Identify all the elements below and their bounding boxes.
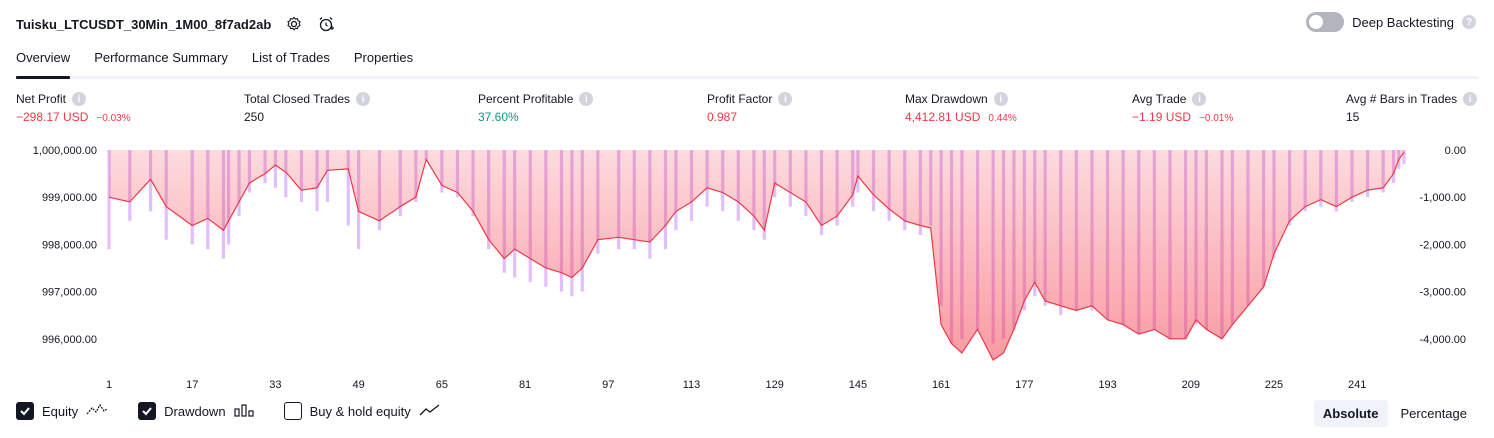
drawdown-bar xyxy=(325,150,330,202)
info-icon[interactable]: i xyxy=(778,92,793,106)
metric-label: Profit Factor xyxy=(707,92,773,106)
metric-total-closed-trades: Total Closed Trades i 250 xyxy=(244,92,371,124)
drawdown-bar xyxy=(346,150,350,226)
x-axis-tick: 209 xyxy=(1182,379,1200,391)
metric-value: −298.17 USD xyxy=(16,110,89,124)
metric-value: 4,412.81 USD xyxy=(905,110,981,124)
info-icon[interactable]: i xyxy=(72,92,87,106)
drawdown-bar xyxy=(1402,150,1406,165)
absolute-button[interactable]: Absolute xyxy=(1313,400,1388,427)
x-axis-tick: 241 xyxy=(1348,379,1366,391)
info-icon[interactable]: i xyxy=(356,92,371,106)
help-icon[interactable]: ? xyxy=(1462,15,1476,29)
drawdown-bar xyxy=(273,150,278,188)
info-icon[interactable]: i xyxy=(1463,92,1478,106)
metric-label: Percent Profitable xyxy=(478,92,574,106)
x-axis-tick: 193 xyxy=(1098,379,1116,391)
info-icon[interactable]: i xyxy=(1192,92,1207,106)
legend-equity-label: Equity xyxy=(42,403,79,419)
left-axis-tick: 998,000.00 xyxy=(42,239,97,251)
right-axis-tick: -4,000.00 xyxy=(1420,334,1466,346)
x-axis-tick: 177 xyxy=(1015,379,1033,391)
drawdown-bars-icon xyxy=(233,403,254,420)
left-axis-tick: 999,000.00 xyxy=(42,192,97,204)
x-axis-tick: 1 xyxy=(106,379,112,391)
right-axis-tick: 0.00 xyxy=(1445,145,1466,157)
legend-buy-hold[interactable]: Buy & hold equity xyxy=(283,402,441,420)
left-axis-tick: 997,000.00 xyxy=(42,287,97,299)
metric-profit-factor: Profit Factor i 0.987 xyxy=(707,92,793,124)
metric-label: Avg # Bars in Trades xyxy=(1346,92,1458,106)
metric-label: Net Profit xyxy=(16,92,67,106)
legend-buy-hold-label: Buy & hold equity xyxy=(309,403,411,419)
x-axis-tick: 225 xyxy=(1265,379,1283,391)
drawdown-bar xyxy=(284,150,288,198)
info-icon[interactable]: i xyxy=(579,92,594,106)
metrics-row: Net Profit i −298.17 USD −0.03% Total Clos… xyxy=(0,92,1494,132)
metric-max-drawdown: Max Drawdown i 4,412.81 USD 0.44% xyxy=(905,92,1017,124)
x-axis-tick: 97 xyxy=(602,379,614,391)
metric-value: −1.19 USD xyxy=(1132,110,1192,124)
equity-line xyxy=(108,152,1405,361)
drawdown-checkbox[interactable] xyxy=(138,402,157,420)
tab-properties[interactable]: Properties xyxy=(353,50,414,65)
x-axis-tick: 17 xyxy=(186,379,198,391)
right-axis-tick: -3,000.00 xyxy=(1420,287,1466,299)
metric-sub-value: −0.01% xyxy=(1199,113,1234,124)
metric-label: Max Drawdown xyxy=(905,92,988,106)
legend-drawdown-label: Drawdown xyxy=(164,403,226,419)
tab-performance-summary[interactable]: Performance Summary xyxy=(94,50,228,65)
equity-checkbox[interactable] xyxy=(16,402,34,420)
metric-sub-value: −0.03% xyxy=(96,113,131,124)
view-mode-switch: Absolute Percentage xyxy=(1313,400,1476,427)
buy-hold-line-icon xyxy=(419,403,441,420)
legend-drawdown[interactable]: Drawdown xyxy=(138,402,254,420)
chart-legend: Equity Drawdown Buy & hold equity xyxy=(16,402,441,420)
metric-label: Total Closed Trades xyxy=(244,92,351,106)
equity-chart-svg: 1,000,000.00 999,000.00 998,000.00 997,000.… xyxy=(33,145,1466,391)
percentage-button[interactable]: Percentage xyxy=(1400,406,1468,421)
strategy-title: Tuisku_LTCUSDT_30Min_1M00_8f7ad2ab xyxy=(16,16,272,32)
metric-avg-bars-in-trades: Avg # Bars in Trades i 15 xyxy=(1346,92,1478,124)
deep-backtesting-label: Deep Backtesting xyxy=(1352,14,1454,30)
metric-sub-value: 0.44% xyxy=(988,113,1017,124)
tab-overview[interactable]: Overview xyxy=(16,46,71,79)
x-axis-tick: 161 xyxy=(932,379,950,391)
settings-icon[interactable] xyxy=(285,15,303,33)
left-axis-tick: 996,000.00 xyxy=(42,334,97,346)
drawdown-bar xyxy=(149,150,153,212)
left-axis-tick: 1,000,000.00 xyxy=(33,145,97,157)
deep-backtesting-toggle[interactable] xyxy=(1306,12,1345,32)
x-axis-tick: 145 xyxy=(849,379,867,391)
right-axis-tick: -2,000.00 xyxy=(1420,239,1466,251)
deep-backtesting: Deep Backtesting ? xyxy=(1306,12,1476,32)
metric-percent-profitable: Percent Profitable i 37.60% xyxy=(478,92,594,124)
strategy-header: Tuisku_LTCUSDT_30Min_1M00_8f7ad2ab xyxy=(16,10,335,38)
metric-net-profit: Net Profit i −298.17 USD −0.03% xyxy=(16,92,131,124)
right-axis-tick: -1,000.00 xyxy=(1420,192,1466,204)
buy-hold-checkbox[interactable] xyxy=(283,402,302,420)
info-icon[interactable]: i xyxy=(993,92,1008,106)
metric-value: 37.60% xyxy=(478,110,519,124)
metric-value: 0.987 xyxy=(707,110,738,124)
tab-list-of-trades[interactable]: List of Trades xyxy=(251,50,330,65)
drawdown-bar xyxy=(107,150,111,250)
metric-value: 15 xyxy=(1346,110,1360,124)
toggle-knob xyxy=(1309,15,1324,29)
x-axis-tick: 33 xyxy=(269,379,281,391)
x-axis-tick: 65 xyxy=(436,379,448,391)
x-axis-tick: 49 xyxy=(353,379,365,391)
x-axis-tick: 113 xyxy=(683,379,701,391)
legend-equity[interactable]: Equity xyxy=(16,402,108,420)
x-axis-tick: 81 xyxy=(519,379,531,391)
x-axis-tick: 129 xyxy=(766,379,784,391)
tab-bar: Overview Performance Summary List of Tra… xyxy=(16,46,1478,79)
metric-avg-trade: Avg Trade i −1.19 USD −0.01% xyxy=(1132,92,1233,124)
metric-value: 250 xyxy=(244,110,265,124)
metric-label: Avg Trade xyxy=(1132,92,1187,106)
equity-area xyxy=(109,150,1404,360)
equity-chart[interactable]: 1,000,000.00 999,000.00 998,000.00 997,000.… xyxy=(0,140,1494,392)
equity-line-icon xyxy=(86,403,108,420)
add-alert-icon[interactable] xyxy=(317,15,335,33)
